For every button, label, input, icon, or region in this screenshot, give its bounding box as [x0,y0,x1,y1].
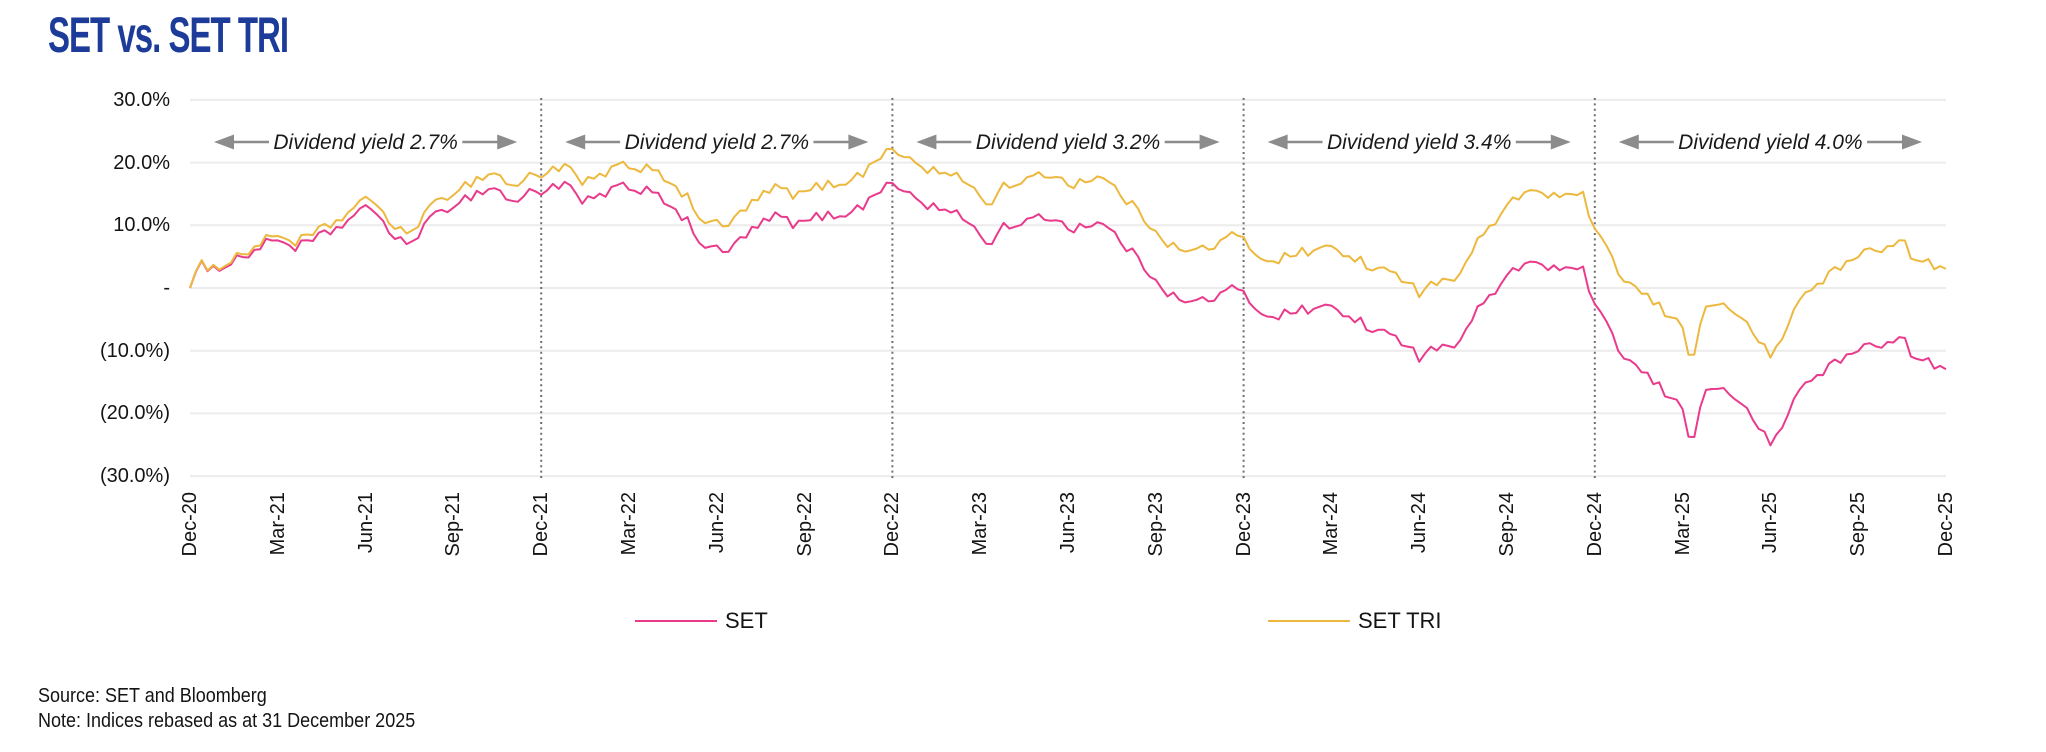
arrow-right-head-icon [1199,134,1220,150]
set-tri-line-swatch [1268,620,1350,622]
dividend-yield-label: Dividend yield 3.2% [976,131,1160,154]
x-axis-tick-label: Sep-21 [442,492,465,557]
x-axis-tick-label: Sep-23 [1144,492,1167,557]
chart-footnotes: Source: SET and Bloomberg Note: Indices … [38,684,415,733]
dividend-yield-label: Dividend yield 2.7% [625,131,809,154]
x-axis-tick-label: Dec-21 [530,492,553,557]
arrow-right-head-icon [1902,134,1922,150]
dividend-yield-label: Dividend yield 2.7% [273,131,457,154]
dividend-yield-annotation: Dividend yield 3.4% [1267,131,1571,154]
arrow-left-head-icon [1267,134,1288,150]
dividend-yield-label: Dividend yield 4.0% [1678,131,1862,154]
legend-item-set: SET [635,608,768,634]
dividend-yield-annotation: Dividend yield 3.2% [916,131,1220,154]
series-line-set-tri [189,148,1947,359]
x-axis-tick-label: Jun-23 [1057,492,1079,554]
legend-item-set-tri: SET TRI [1268,608,1442,634]
x-axis-tick-label: Jun-24 [1408,492,1431,554]
arrow-left-head-icon [214,134,234,150]
x-axis-tick-label: Dec-23 [1232,492,1255,557]
x-axis-tick-label: Jun-22 [705,492,728,554]
x-axis-tick-label: Dec-22 [881,492,904,557]
y-axis-tick-label: 10.0% [113,214,170,237]
x-axis-tick-label: Sep-25 [1847,492,1870,557]
x-axis-tick-label: Mar-23 [969,492,992,556]
set-line-swatch [635,620,717,622]
x-axis-tick-label: Dec-20 [179,492,201,557]
arrow-left-head-icon [1618,134,1639,150]
arrow-left-head-icon [565,134,586,150]
source-note: Source: SET and Bloomberg [38,685,267,707]
legend-label-set: SET [725,608,768,633]
x-axis-tick-label: Mar-21 [266,492,289,556]
arrow-right-head-icon [1550,134,1571,150]
y-axis-tick-label: - [163,277,170,299]
series-line-set [189,180,1947,447]
y-axis-tick-label: 30.0% [113,88,170,111]
arrow-right-head-icon [497,134,518,150]
x-axis-tick-label: Jun-21 [354,492,377,554]
dividend-yield-annotation: Dividend yield 2.7% [565,131,869,154]
dividend-yield-annotation: Dividend yield 4.0% [1618,131,1922,154]
y-axis-tick-label: (20.0%) [99,402,170,425]
x-axis-tick-label: Sep-24 [1496,492,1518,557]
x-axis-tick-label: Mar-22 [618,492,640,556]
arrow-right-head-icon [848,134,869,150]
rebase-note: Note: Indices rebased as at 31 December … [38,709,416,732]
dividend-yield-annotation: Dividend yield 2.7% [214,131,518,154]
x-axis-tick-label: Jun-25 [1759,492,1782,554]
y-axis-tick-label: (10.0%) [99,339,170,362]
arrow-left-head-icon [916,134,937,150]
x-axis-tick-label: Dec-25 [1935,492,1957,557]
y-axis-tick-label: (30.0%) [99,465,170,488]
chart-title: SET vs. SET TRI [48,7,289,63]
x-axis-tick-label: Mar-25 [1671,492,1694,556]
legend-label-set-tri: SET TRI [1358,608,1442,633]
x-axis-tick-label: Mar-24 [1320,492,1343,556]
x-axis-tick-label: Dec-24 [1583,492,1606,557]
y-axis-tick-label: 20.0% [113,151,170,174]
x-axis-tick-label: Sep-22 [793,492,816,557]
dividend-yield-label: Dividend yield 3.4% [1327,131,1511,154]
